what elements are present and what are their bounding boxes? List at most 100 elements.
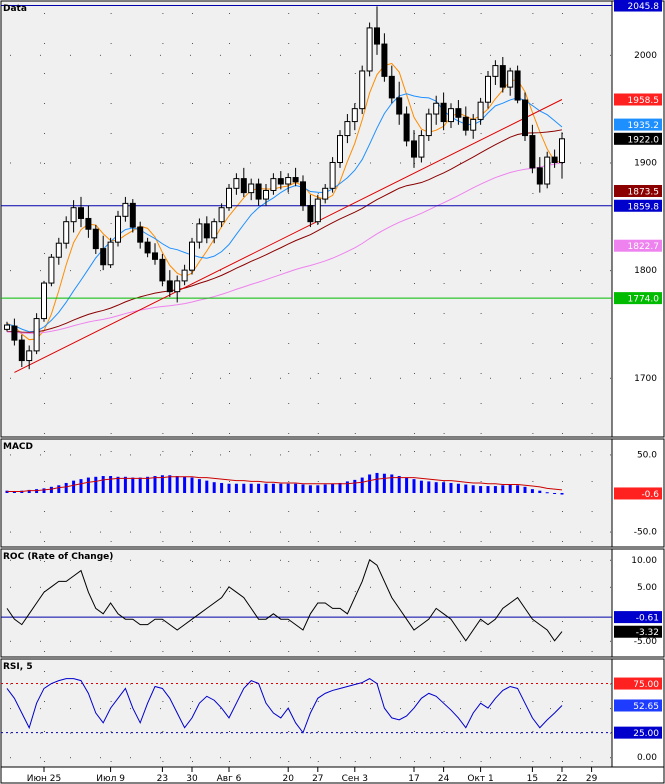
grid-dot <box>562 403 563 404</box>
time-axis-label: Июн 25 <box>27 774 62 784</box>
grid-dot <box>100 559 101 561</box>
grid-dot <box>480 283 482 284</box>
grid-dot <box>220 732 221 734</box>
grid-dot <box>130 559 131 561</box>
candle-body-up <box>4 324 10 330</box>
grid-dot <box>591 193 593 194</box>
grid-dot <box>340 586 341 588</box>
candle-body-up <box>181 269 188 282</box>
label-1935: 1935.2 <box>628 121 660 131</box>
candle <box>307 194 314 228</box>
grid-dot <box>162 731 164 732</box>
grid-dot <box>192 73 193 74</box>
grid-dot <box>414 403 415 404</box>
macd-bar <box>331 483 335 493</box>
candle-body-down <box>388 75 395 99</box>
grid-dot <box>532 561 534 562</box>
grid-dot <box>562 621 563 622</box>
grid-dot <box>310 270 311 272</box>
grid-dot <box>100 54 101 56</box>
grid-dot <box>520 586 521 588</box>
candle <box>78 196 84 228</box>
label-1873: 1873.5 <box>628 188 660 198</box>
candle-body-up <box>196 223 203 243</box>
grid-dot <box>70 559 71 561</box>
candle <box>403 106 410 147</box>
time-axis-label: Сен 3 <box>342 774 368 784</box>
grid-dot <box>317 43 319 44</box>
grid-dot <box>591 253 593 254</box>
grid-dot <box>370 377 371 379</box>
macd-bar <box>434 482 438 493</box>
grid-dot <box>44 13 45 14</box>
candle <box>203 216 210 244</box>
grid-dot <box>520 54 521 56</box>
candle <box>285 173 292 193</box>
grid-dot <box>354 403 356 404</box>
grid-dot <box>370 454 371 456</box>
macd-bar <box>471 485 475 493</box>
grid-dot <box>340 683 341 685</box>
grid-dot <box>40 377 41 379</box>
grid-dot <box>443 561 445 562</box>
candle <box>55 237 62 265</box>
macd-bar <box>123 476 127 493</box>
label-1822-bg <box>614 239 662 252</box>
grid-dot <box>44 671 45 672</box>
grid-dot <box>520 377 521 379</box>
grid-dot <box>340 377 341 379</box>
grid-dot <box>490 454 491 456</box>
grid-dot <box>354 283 356 284</box>
grid-dot <box>591 163 593 164</box>
grid-dot <box>10 454 11 456</box>
grid-dot <box>443 701 445 702</box>
grid-dot <box>580 708 581 710</box>
candle-body-up <box>344 121 351 137</box>
candle <box>255 178 262 206</box>
grid-dot <box>490 54 491 56</box>
grid-dot <box>190 757 191 759</box>
grid-dot <box>250 708 251 710</box>
grid-dot <box>610 640 611 642</box>
grid-dot <box>520 640 521 642</box>
candle-body-down <box>440 102 447 123</box>
grid-dot <box>229 541 230 542</box>
grid-dot <box>430 683 431 685</box>
grid-dot <box>130 757 131 759</box>
candle <box>314 194 321 225</box>
candle-body-down <box>137 226 144 243</box>
grid-dot <box>580 377 581 379</box>
grid-dot <box>443 343 445 344</box>
roc-label-2-bg <box>614 625 662 638</box>
grid-dot <box>610 531 611 533</box>
grid-dot <box>354 761 356 762</box>
grid-dot <box>280 54 281 56</box>
grid-dot <box>229 481 230 482</box>
grid-dot <box>160 54 161 56</box>
grid-dot <box>414 73 415 74</box>
grid-dot <box>310 732 311 734</box>
grid-dot <box>480 13 482 14</box>
macd-bar <box>316 485 320 493</box>
grid-dot <box>480 541 482 542</box>
grid-dot <box>591 451 593 452</box>
candle-body-up <box>559 138 565 163</box>
grid-dot <box>192 223 193 224</box>
grid-dot <box>443 761 445 762</box>
grid-dot <box>10 54 11 56</box>
grid-dot <box>480 313 482 314</box>
grid-dot <box>520 732 521 734</box>
grid-dot <box>400 683 401 685</box>
mid-ma-line <box>6 93 563 333</box>
grid-dot <box>250 640 251 642</box>
grid-dot <box>354 671 356 672</box>
grid-dot <box>562 433 563 434</box>
macd-bar <box>449 482 453 493</box>
grid-dot <box>229 731 230 732</box>
grid-dot <box>443 283 445 284</box>
grid-dot <box>229 403 230 404</box>
grid-dot <box>532 283 534 284</box>
grid-dot <box>317 73 319 74</box>
grid-dot <box>162 591 164 592</box>
candle-body-down <box>536 167 543 185</box>
